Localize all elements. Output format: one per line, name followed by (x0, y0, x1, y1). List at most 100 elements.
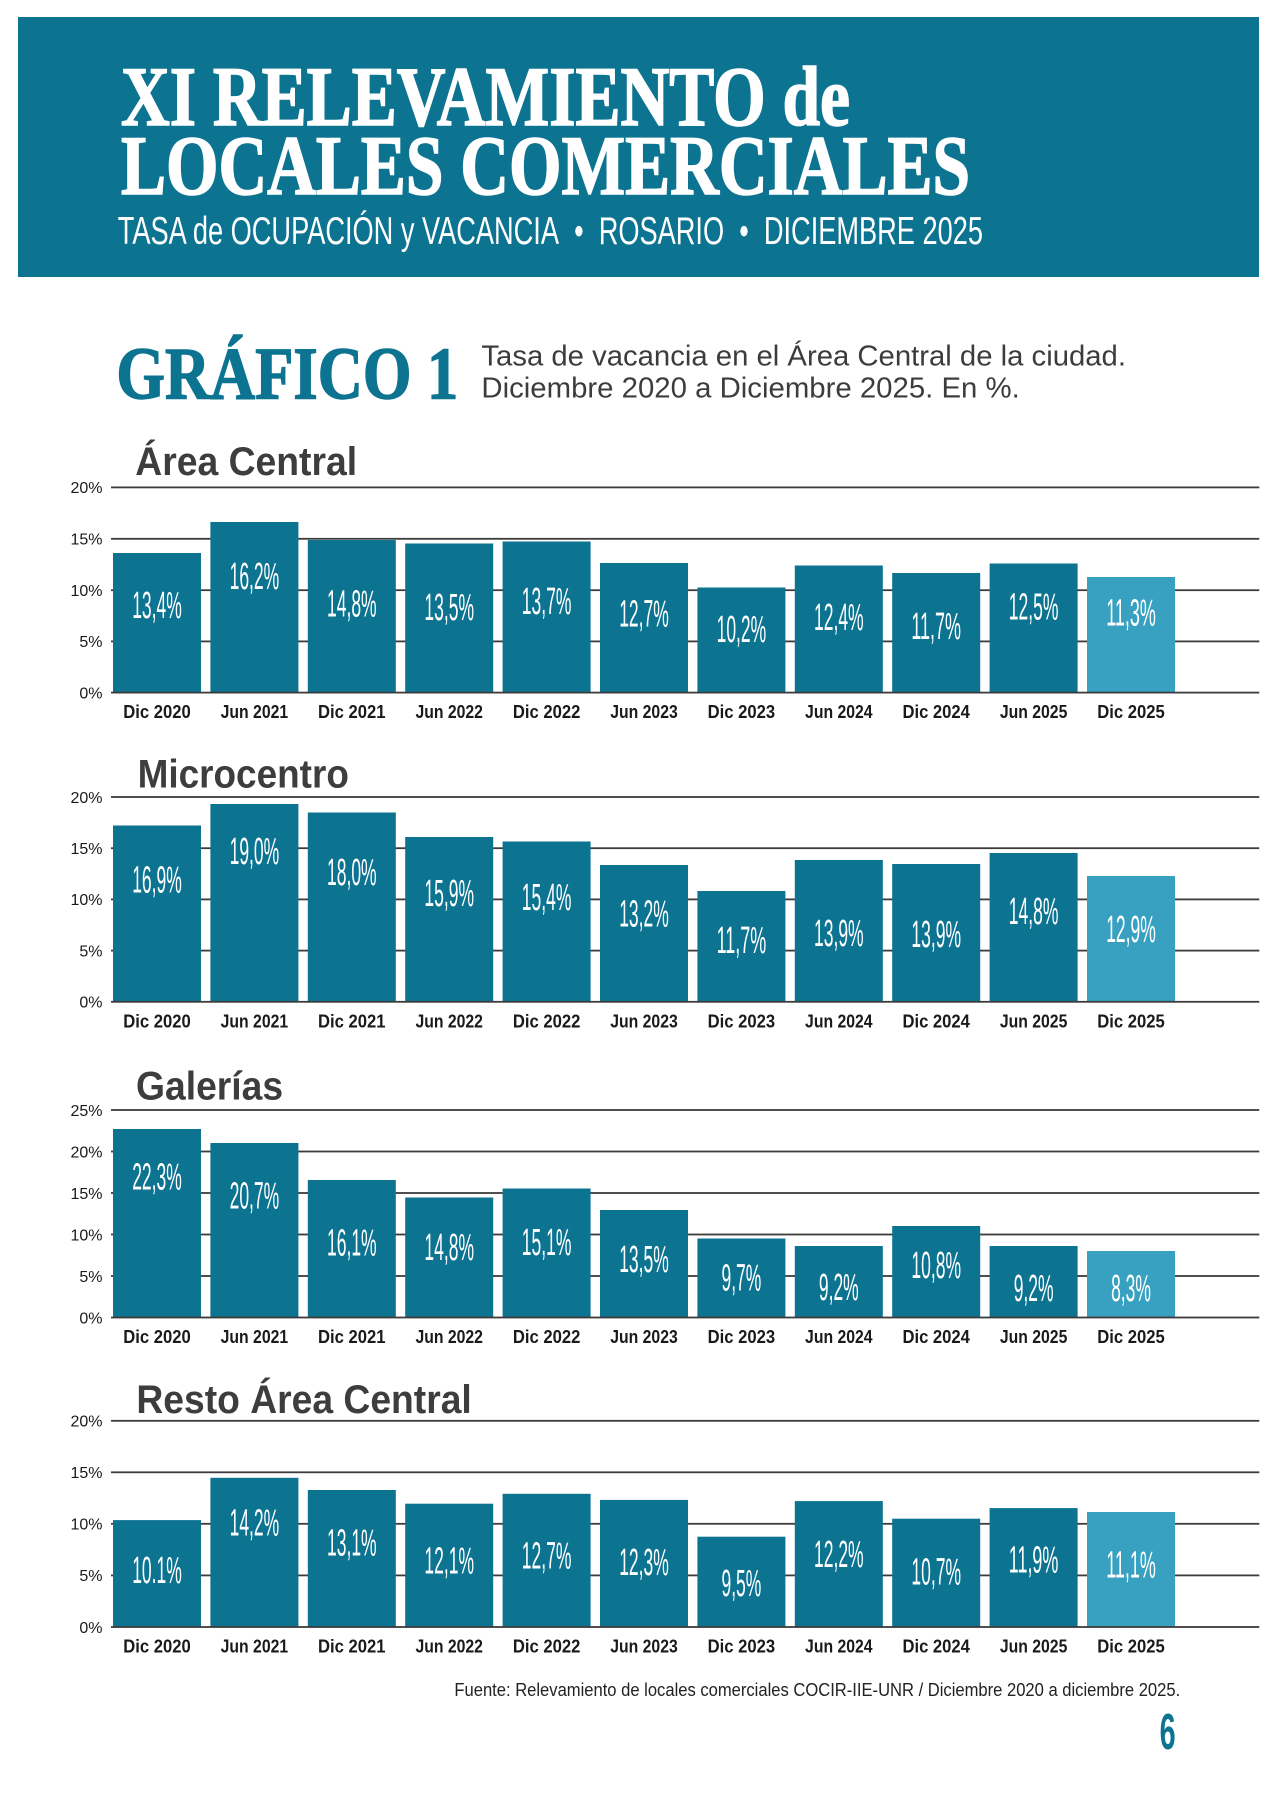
svg-text:5%: 5% (79, 1568, 102, 1585)
svg-text:Microcentro: Microcentro (138, 753, 349, 797)
svg-text:Galerías: Galerías (136, 1065, 283, 1109)
svg-text:5%: 5% (79, 634, 102, 651)
svg-text:Dic 2022: Dic 2022 (513, 1010, 581, 1031)
svg-text:12,7%: 12,7% (619, 594, 669, 636)
svg-text:12,2%: 12,2% (814, 1534, 864, 1576)
svg-text:Dic 2022: Dic 2022 (513, 1636, 581, 1657)
svg-text:Dic 2021: Dic 2021 (318, 1010, 386, 1031)
svg-text:Jun 2025: Jun 2025 (1000, 1636, 1068, 1657)
svg-text:20%: 20% (70, 1144, 102, 1161)
svg-text:9,5%: 9,5% (722, 1563, 762, 1605)
svg-text:10,8%: 10,8% (911, 1245, 961, 1287)
svg-text:Resto Área Central: Resto Área Central (136, 1377, 471, 1422)
svg-text:5%: 5% (79, 1269, 102, 1286)
svg-text:16,9%: 16,9% (132, 859, 182, 901)
svg-text:TASA de OCUPACIÓN y VACANCIA: TASA de OCUPACIÓN y VACANCIA • ROSARIO •… (118, 210, 983, 253)
svg-text:Dic 2021: Dic 2021 (318, 1326, 386, 1347)
svg-text:Jun 2021: Jun 2021 (221, 1636, 289, 1657)
svg-text:Dic 2024: Dic 2024 (902, 1636, 970, 1657)
svg-text:Dic 2024: Dic 2024 (902, 1326, 970, 1347)
svg-text:Jun 2023: Jun 2023 (610, 701, 678, 722)
svg-text:13,9%: 13,9% (814, 913, 864, 955)
svg-text:Dic 2021: Dic 2021 (318, 1636, 386, 1657)
svg-text:15,4%: 15,4% (522, 877, 572, 919)
svg-text:15%: 15% (70, 532, 102, 549)
svg-text:13,4%: 13,4% (132, 585, 182, 627)
svg-text:11,1%: 11,1% (1106, 1544, 1156, 1586)
svg-text:Dic 2022: Dic 2022 (513, 1326, 581, 1347)
svg-text:16,1%: 16,1% (327, 1222, 377, 1264)
svg-text:13,2%: 13,2% (619, 893, 669, 935)
svg-text:Jun 2025: Jun 2025 (1000, 1010, 1068, 1031)
svg-text:15,9%: 15,9% (424, 873, 474, 915)
svg-text:Jun 2021: Jun 2021 (221, 1326, 289, 1347)
svg-text:Dic 2023: Dic 2023 (708, 1326, 776, 1347)
svg-text:12,5%: 12,5% (1009, 586, 1059, 628)
svg-text:11,7%: 11,7% (911, 606, 961, 648)
svg-text:18,0%: 18,0% (327, 852, 377, 894)
svg-text:Dic 2024: Dic 2024 (902, 1010, 970, 1031)
svg-text:13,9%: 13,9% (911, 914, 961, 956)
svg-text:11,3%: 11,3% (1106, 592, 1156, 634)
svg-text:6: 6 (1160, 1703, 1176, 1760)
svg-text:13,5%: 13,5% (619, 1239, 669, 1281)
svg-text:Dic 2023: Dic 2023 (708, 1010, 776, 1031)
svg-text:Fuente: Relevamiento de locale: Fuente: Relevamiento de locales comercia… (454, 1680, 1180, 1700)
svg-text:12,4%: 12,4% (814, 597, 864, 639)
svg-text:Tasa de vacancia en el Área Ce: Tasa de vacancia en el Área Central de l… (481, 339, 1126, 372)
svg-text:15%: 15% (70, 1465, 102, 1482)
svg-text:20%: 20% (70, 1414, 102, 1431)
svg-text:GRÁFICO 1: GRÁFICO 1 (116, 333, 458, 415)
svg-text:Dic 2025: Dic 2025 (1097, 701, 1165, 722)
svg-text:5%: 5% (79, 943, 102, 960)
svg-text:12,7%: 12,7% (522, 1535, 572, 1577)
svg-text:Jun 2024: Jun 2024 (805, 1010, 873, 1031)
svg-text:Jun 2022: Jun 2022 (415, 1010, 483, 1031)
svg-text:Dic 2020: Dic 2020 (123, 1636, 191, 1657)
svg-text:9,7%: 9,7% (722, 1257, 762, 1299)
svg-text:9,2%: 9,2% (1014, 1268, 1054, 1310)
svg-text:Dic 2021: Dic 2021 (318, 701, 386, 722)
svg-text:Dic 2022: Dic 2022 (513, 701, 581, 722)
svg-text:14,2%: 14,2% (230, 1503, 280, 1545)
svg-text:Jun 2025: Jun 2025 (1000, 701, 1068, 722)
svg-text:Dic 2020: Dic 2020 (123, 1010, 191, 1031)
svg-text:10%: 10% (70, 583, 102, 600)
svg-text:Jun 2023: Jun 2023 (610, 1010, 678, 1031)
svg-text:XI RELEVAMIENTO de: XI RELEVAMIENTO de (121, 50, 850, 144)
svg-text:Jun 2023: Jun 2023 (610, 1636, 678, 1657)
svg-text:13,1%: 13,1% (327, 1522, 377, 1564)
svg-text:Diciembre 2020 a Diciembre 202: Diciembre 2020 a Diciembre 2025. En %. (481, 372, 1019, 404)
svg-text:12,3%: 12,3% (619, 1542, 669, 1584)
svg-text:20%: 20% (70, 480, 102, 497)
svg-text:14,8%: 14,8% (327, 584, 377, 626)
svg-text:14,8%: 14,8% (1009, 891, 1059, 933)
svg-text:13,7%: 13,7% (522, 581, 572, 623)
svg-text:Jun 2022: Jun 2022 (415, 1636, 483, 1657)
svg-text:0%: 0% (79, 995, 102, 1012)
svg-text:15,1%: 15,1% (522, 1222, 572, 1264)
svg-text:20%: 20% (70, 790, 102, 807)
svg-text:Dic 2025: Dic 2025 (1097, 1326, 1165, 1347)
svg-text:Dic 2020: Dic 2020 (123, 1326, 191, 1347)
svg-text:Jun 2024: Jun 2024 (805, 701, 873, 722)
svg-text:Dic 2023: Dic 2023 (708, 701, 776, 722)
svg-text:15%: 15% (70, 1186, 102, 1203)
svg-text:Dic 2020: Dic 2020 (123, 701, 191, 722)
svg-text:10,7%: 10,7% (911, 1551, 961, 1593)
svg-text:11,7%: 11,7% (717, 920, 767, 962)
svg-text:Jun 2022: Jun 2022 (415, 1326, 483, 1347)
svg-text:20,7%: 20,7% (230, 1175, 280, 1217)
svg-text:12,1%: 12,1% (424, 1541, 474, 1583)
svg-text:Jun 2021: Jun 2021 (221, 701, 289, 722)
svg-text:Jun 2021: Jun 2021 (221, 1010, 289, 1031)
svg-text:10%: 10% (70, 1517, 102, 1534)
svg-text:0%: 0% (79, 1620, 102, 1637)
svg-text:Área Central: Área Central (135, 439, 357, 484)
svg-text:Dic 2023: Dic 2023 (708, 1636, 776, 1657)
svg-text:Jun 2024: Jun 2024 (805, 1636, 873, 1657)
svg-text:0%: 0% (79, 1310, 102, 1327)
svg-text:19,0%: 19,0% (230, 831, 280, 873)
svg-text:0%: 0% (79, 685, 102, 702)
svg-text:Jun 2023: Jun 2023 (610, 1326, 678, 1347)
